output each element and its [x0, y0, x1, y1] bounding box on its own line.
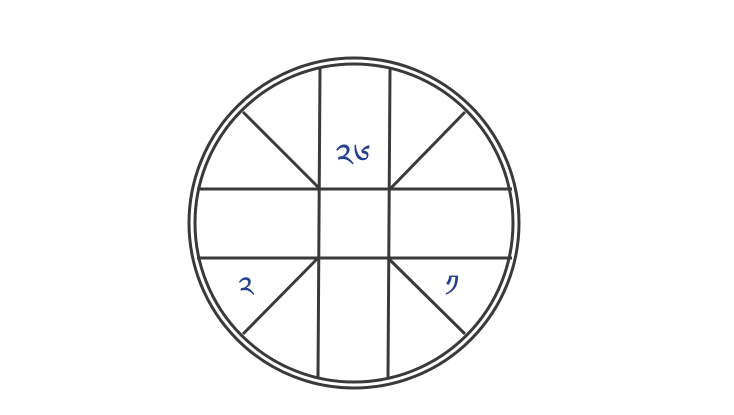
- glyph-left: ༢: [238, 271, 255, 306]
- diagonal-bottom-left: [241, 256, 320, 336]
- outer-circle: [187, 56, 521, 390]
- diagonal-top-right: [388, 110, 467, 191]
- diagonal-bottom-right: [386, 256, 467, 336]
- vertical-line-left: [316, 68, 322, 378]
- diagonal-top-left: [241, 110, 322, 191]
- inner-circle: [193, 62, 515, 384]
- chart-lines: [187, 56, 521, 390]
- glyph-right: ༡: [445, 269, 460, 304]
- glyph-top: ༢༦: [335, 137, 370, 177]
- vertical-line-right: [386, 68, 392, 378]
- chart-glyphs: ༢༦ ༢ ༡: [238, 137, 459, 306]
